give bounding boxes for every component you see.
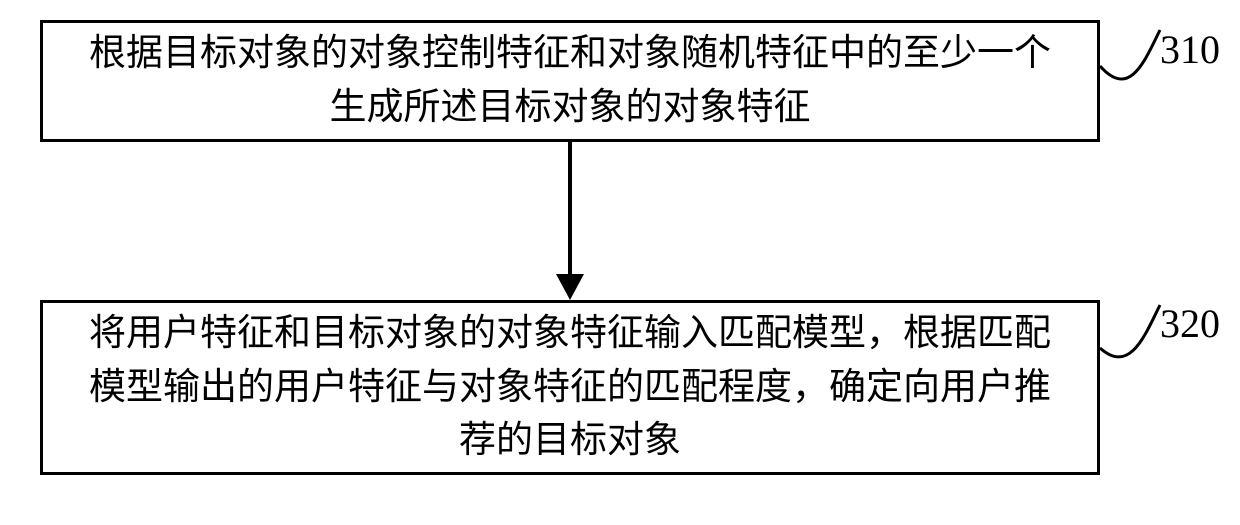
step-label-320: 320 xyxy=(1160,300,1220,347)
flow-step-310-text: 根据目标对象的对象控制特征和对象随机特征中的至少一个生成所述目标对象的对象特征 xyxy=(73,27,1067,134)
flow-step-320-text: 将用户特征和目标对象的对象特征输入匹配模型，根据匹配模型输出的用户特征与对象特征… xyxy=(73,307,1067,468)
flow-step-310: 根据目标对象的对象控制特征和对象随机特征中的至少一个生成所述目标对象的对象特征 xyxy=(40,20,1100,142)
leader-310 xyxy=(1100,30,1160,79)
arrow-head-icon xyxy=(556,274,584,300)
leader-320 xyxy=(1100,305,1160,357)
flow-step-320: 将用户特征和目标对象的对象特征输入匹配模型，根据匹配模型输出的用户特征与对象特征… xyxy=(40,300,1100,475)
step-label-310: 310 xyxy=(1160,26,1220,73)
